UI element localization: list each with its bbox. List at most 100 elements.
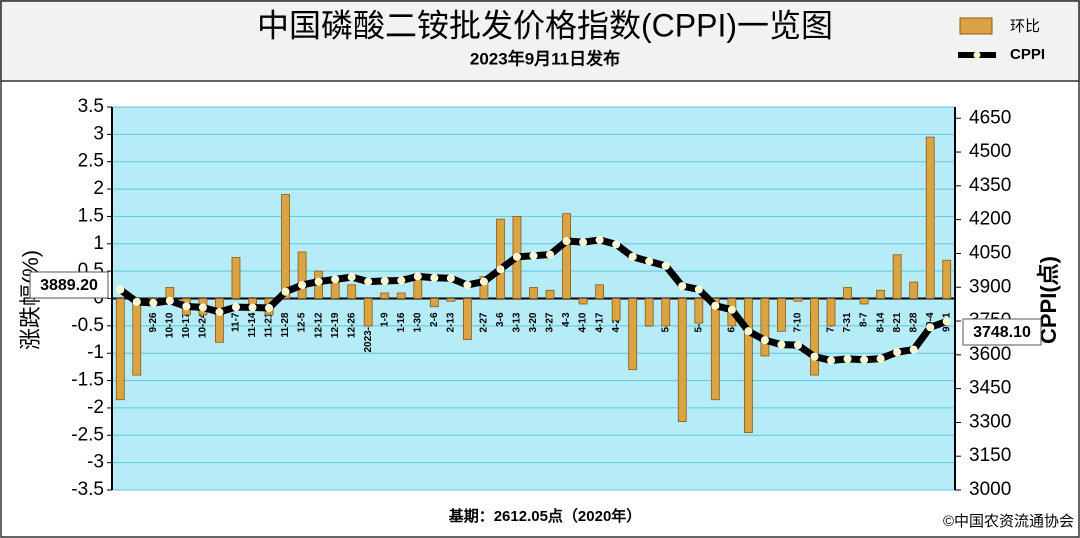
bar xyxy=(496,218,505,299)
x-tick-label: 2-6 xyxy=(429,312,440,327)
x-tick-label: 12-26 xyxy=(346,312,357,338)
point xyxy=(149,299,158,308)
bar xyxy=(462,298,472,340)
bar xyxy=(132,298,142,376)
y2-tick-label: 3900 xyxy=(969,276,1011,297)
y-tick-label: 3.5 xyxy=(78,96,104,117)
bar xyxy=(446,298,456,302)
point xyxy=(645,257,654,266)
x-tick-label: 1-16 xyxy=(396,312,407,332)
x-tick-label: 7-10 xyxy=(793,312,804,332)
point xyxy=(430,273,439,282)
point xyxy=(132,297,141,306)
point xyxy=(512,252,521,261)
bar xyxy=(231,257,241,299)
point xyxy=(281,287,290,296)
bar xyxy=(644,298,654,327)
source: ©中国农资流通协会 xyxy=(943,513,1074,530)
point xyxy=(165,296,174,305)
x-tick-label: 12-12 xyxy=(313,312,324,338)
point xyxy=(843,354,852,363)
y-tick-label: -1 xyxy=(87,342,104,363)
point xyxy=(727,305,736,314)
point xyxy=(479,277,488,286)
x-tick-label: 11-21 xyxy=(264,312,275,337)
bar xyxy=(892,254,902,299)
point xyxy=(926,323,935,332)
x-tick-label: 11-28 xyxy=(280,312,291,337)
point xyxy=(694,285,703,294)
chart-title: 中国磷酸二铵批发价格指数(CPPI)一览图 xyxy=(257,7,833,43)
point xyxy=(893,348,902,357)
x-tick-label: 3-20 xyxy=(528,312,539,332)
x-tick-label: 8-7 xyxy=(859,312,870,327)
point xyxy=(314,277,323,286)
x-tick-label: 3-13 xyxy=(512,312,523,332)
bar xyxy=(859,298,869,305)
bar xyxy=(661,298,671,327)
point xyxy=(298,280,307,289)
y2-tick-label: 3300 xyxy=(969,411,1011,432)
bar xyxy=(793,298,803,302)
legend-swatch xyxy=(973,51,981,59)
x-tick-label: 4-3 xyxy=(561,312,572,327)
bar xyxy=(115,298,125,401)
x-tick-label: 9-4 xyxy=(925,312,936,327)
point xyxy=(612,240,621,249)
point xyxy=(942,317,951,326)
bar xyxy=(281,194,290,299)
point xyxy=(215,308,224,317)
point xyxy=(364,277,373,286)
bar xyxy=(297,251,307,299)
y2-tick-label: 4350 xyxy=(969,175,1011,196)
point xyxy=(347,273,356,282)
bar xyxy=(611,298,621,321)
x-tick-label: 10-24 xyxy=(198,312,209,338)
point xyxy=(496,265,505,274)
x-tick-label: 7-31 xyxy=(842,312,853,332)
y2-tick-label: 3150 xyxy=(969,445,1011,466)
y-tick-label: -2.5 xyxy=(71,424,104,445)
header xyxy=(0,0,1080,82)
point xyxy=(546,250,555,259)
y2-tick-label: 3600 xyxy=(969,344,1011,365)
point xyxy=(744,327,753,336)
bar xyxy=(909,281,919,299)
y2-tick-label: 3000 xyxy=(969,479,1011,500)
x-tick-label: 4-10 xyxy=(578,312,589,332)
x-tick-label: 8-14 xyxy=(875,312,886,332)
y2-tick-label: 4050 xyxy=(969,242,1011,263)
point xyxy=(827,356,836,365)
x-tick-label: 9-26 xyxy=(148,312,159,332)
point xyxy=(182,302,191,311)
point xyxy=(397,276,406,285)
point xyxy=(446,274,455,283)
bar xyxy=(876,289,886,299)
point xyxy=(562,237,571,246)
point xyxy=(198,303,207,312)
x-tick-label: 11-14 xyxy=(247,312,258,337)
footnote: 基期：2612.05点（2020年） xyxy=(448,507,642,525)
bar xyxy=(396,292,406,299)
x-tick-label: 8-21 xyxy=(892,312,903,332)
y-tick-label: -3.5 xyxy=(71,479,104,500)
point xyxy=(595,235,604,244)
y-tick-label: -2 xyxy=(87,397,104,418)
x-tick-label: 10-10 xyxy=(164,312,175,338)
bar xyxy=(628,298,638,371)
point xyxy=(628,252,637,261)
point xyxy=(777,340,786,349)
bar xyxy=(545,289,555,299)
x-tick-label: 2023-1-2 xyxy=(363,312,374,352)
point xyxy=(380,276,389,285)
bar xyxy=(248,298,257,305)
y2-tick-label: 3450 xyxy=(969,378,1011,399)
x-tick-label: 2-13 xyxy=(445,312,456,332)
bar xyxy=(562,213,571,299)
bar xyxy=(578,298,588,305)
y-tick-label: -0.5 xyxy=(71,315,104,336)
y2-tick-label: 4200 xyxy=(969,209,1011,230)
bar xyxy=(694,298,704,324)
y-tick-label: 3 xyxy=(93,123,104,144)
x-tick-label: 8-28 xyxy=(908,312,919,332)
